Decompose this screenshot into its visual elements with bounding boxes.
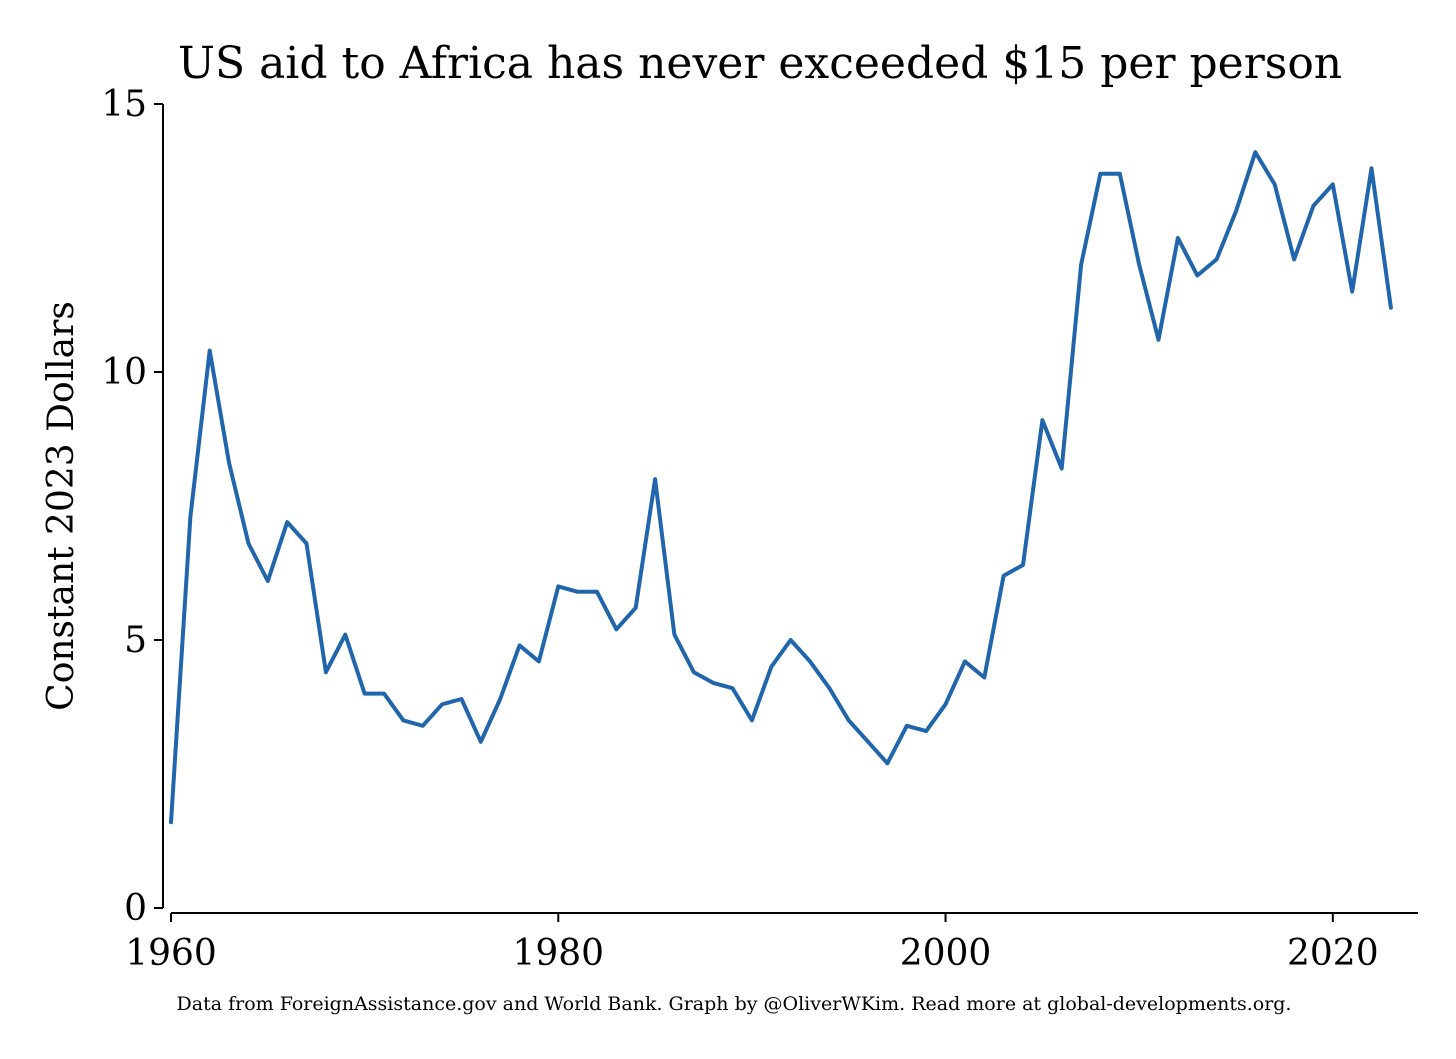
data-point (1234, 209, 1238, 213)
data-point (1002, 574, 1006, 578)
y-tick-label: 0 (124, 888, 147, 929)
data-point (1079, 263, 1083, 267)
data-point (808, 659, 812, 663)
chart-title: US aid to Africa has never exceeded $15 … (178, 38, 1342, 89)
data-point (188, 515, 192, 519)
data-point (363, 692, 367, 696)
data-point (1350, 290, 1354, 294)
data-point (401, 718, 405, 722)
data-point (556, 584, 560, 588)
data-point (1118, 172, 1122, 176)
data-point (208, 349, 212, 353)
data-point (672, 633, 676, 637)
series-line (169, 150, 1393, 825)
data-point (343, 633, 347, 637)
y-tick-label: 15 (101, 84, 147, 125)
data-point (227, 461, 231, 465)
data-point (1040, 418, 1044, 422)
data-point (1157, 338, 1161, 342)
data-point (460, 697, 464, 701)
data-point (169, 820, 173, 824)
data-point (479, 740, 483, 744)
data-point (421, 724, 425, 728)
x-tick-label: 1980 (512, 933, 604, 974)
data-point (1273, 182, 1277, 186)
data-point (1311, 204, 1315, 208)
data-point (1215, 257, 1219, 261)
y-tick-label: 5 (124, 620, 147, 661)
source-note: Data from ForeignAssistance.gov and Worl… (177, 993, 1292, 1015)
x-tick-label: 2020 (1287, 933, 1379, 974)
data-point (1137, 263, 1141, 267)
data-point (789, 638, 793, 642)
y-axis-label: Constant 2023 Dollars (41, 301, 82, 711)
data-point (827, 686, 831, 690)
data-point (653, 477, 657, 481)
data-point (750, 718, 754, 722)
data-point (1098, 172, 1102, 176)
y-tick-label: 10 (101, 352, 147, 393)
data-point (885, 761, 889, 765)
data-point (518, 643, 522, 647)
axes (162, 104, 1418, 914)
data-point (305, 542, 309, 546)
data-point (1370, 166, 1374, 170)
data-point (382, 692, 386, 696)
data-point (905, 724, 909, 728)
series-group (169, 150, 1393, 825)
data-point (285, 520, 289, 524)
data-point (324, 670, 328, 674)
x-tick-label: 2000 (900, 933, 992, 974)
data-point (692, 670, 696, 674)
data-point (1253, 150, 1257, 154)
data-point (498, 697, 502, 701)
data-point (711, 681, 715, 685)
data-point (1389, 306, 1393, 310)
data-point (266, 579, 270, 583)
data-point (1060, 467, 1064, 471)
data-point (924, 729, 928, 733)
data-point (963, 659, 967, 663)
ticks: 0 5 10 15 1960 1980 2000 2020 (101, 84, 1378, 974)
data-point (1331, 182, 1335, 186)
data-point (944, 702, 948, 706)
data-point (576, 590, 580, 594)
data-point (247, 542, 251, 546)
data-point (866, 740, 870, 744)
data-point (634, 606, 638, 610)
data-point (847, 718, 851, 722)
data-point (595, 590, 599, 594)
data-point (440, 702, 444, 706)
data-point (769, 665, 773, 669)
data-point (1021, 563, 1025, 567)
data-point (982, 676, 986, 680)
data-point (537, 659, 541, 663)
data-point (1176, 236, 1180, 240)
data-point (1195, 274, 1199, 278)
x-tick-label: 1960 (125, 933, 217, 974)
data-point (1292, 257, 1296, 261)
data-point (614, 627, 618, 631)
data-point (731, 686, 735, 690)
